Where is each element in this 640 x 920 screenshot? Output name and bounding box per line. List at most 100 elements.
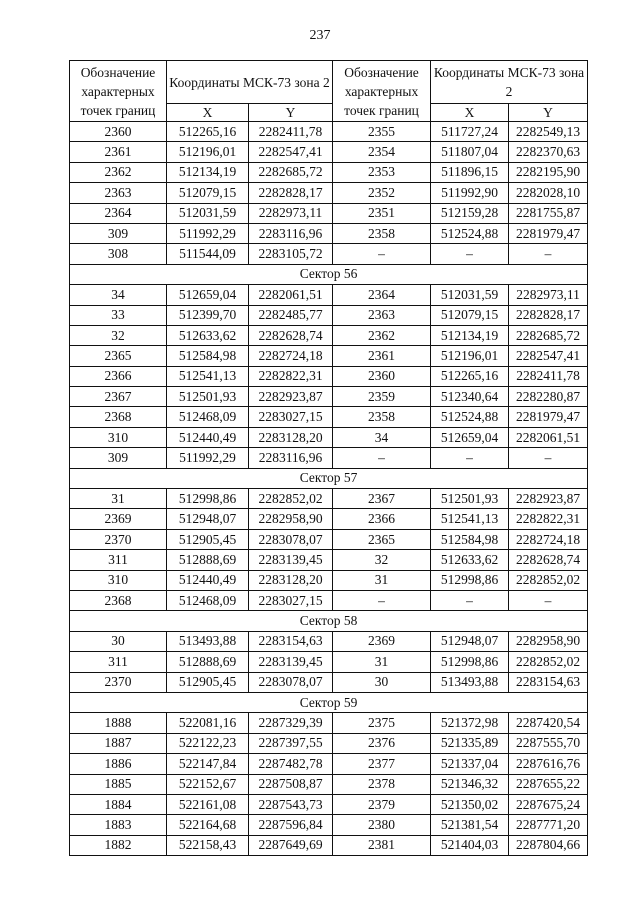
cell: – [508, 589, 589, 612]
cell: 522081,16 [166, 712, 249, 734]
sector-row: Сектор 59 [68, 691, 589, 714]
cell: 2355 [332, 120, 432, 143]
cell: 2283128,20 [247, 569, 334, 591]
sector-title: Сектор 59 [68, 691, 589, 714]
cell: 2287482,78 [247, 753, 334, 775]
cell: 2282370,63 [508, 141, 589, 163]
data-row: 1888 522081,16 2287329,39 2375 521372,98 2287… [69, 712, 589, 734]
cell: 512501,93 [430, 488, 510, 510]
data-row: 2366 512541,13 2282822,31 2360 512265,16 2282… [69, 365, 589, 388]
data-row: 33 512399,70 2282485,77 2363 512079,15 228282… [69, 304, 589, 326]
cell: 511992,90 [430, 182, 510, 204]
cell: 2281979,47 [508, 222, 589, 245]
cell: 512659,04 [430, 426, 510, 449]
cell: 521404,03 [430, 834, 510, 857]
data-row: 1884 522161,08 2287543,73 2379 521350,02 2287… [69, 793, 589, 816]
data-row: 311 512888,69 2283139,45 32 512633,62 2282628… [69, 549, 589, 571]
cell: 2283128,20 [247, 426, 334, 449]
header-cell: X [430, 103, 510, 122]
cell: 512948,07 [430, 630, 510, 653]
cell: 2378 [332, 773, 432, 795]
cell: 512079,15 [166, 182, 249, 204]
data-row: 2370 512905,45 2283078,07 30 513493,88 228315… [69, 671, 589, 693]
cell: 512998,86 [166, 488, 249, 510]
cell: 1885 [69, 773, 167, 795]
cell: 2283027,15 [247, 406, 334, 428]
cell: 2283105,72 [247, 243, 334, 265]
data-row: 34 512659,04 2282061,51 2364 512031,59 228297… [69, 284, 589, 306]
cell: 2281979,47 [508, 406, 589, 428]
header-cell: Обозначение характерных точек границ [332, 60, 432, 122]
cell: 2364 [332, 284, 432, 306]
cell: – [430, 243, 510, 265]
cell: – [332, 447, 432, 469]
cell: 511544,09 [166, 243, 249, 265]
sector-title: Сектор 56 [68, 263, 589, 286]
cell: 2282411,78 [508, 365, 589, 388]
cell: 310 [69, 426, 167, 449]
cell: 2365 [332, 528, 432, 551]
cell: 2287397,55 [247, 732, 334, 755]
coordinates-table: Обозначение характерных точек границ Коо… [68, 60, 589, 857]
cell: 2282547,41 [508, 345, 589, 367]
cell: 512196,01 [166, 141, 249, 163]
cell: – [508, 447, 589, 469]
data-row: 2370 512905,45 2283078,07 2365 512584,98 2282… [69, 528, 589, 551]
cell: 2370 [69, 671, 167, 693]
cell: 512524,88 [430, 406, 510, 428]
cell: 512440,49 [166, 569, 249, 591]
cell: 2379 [332, 793, 432, 816]
data-row: 30 513493,88 2283154,63 2369 512948,07 228295… [69, 630, 589, 653]
sector-title: Сектор 58 [68, 610, 589, 632]
cell: 31 [332, 651, 432, 673]
cell: 31 [332, 569, 432, 591]
cell: 521350,02 [430, 793, 510, 816]
cell: 2283139,45 [247, 549, 334, 571]
cell: 1888 [69, 712, 167, 734]
cell: 2282852,02 [508, 651, 589, 673]
cell: 511992,29 [166, 447, 249, 469]
data-row: 2362 512134,19 2282685,72 2353 511896,15 2282… [69, 161, 589, 184]
cell: 2282822,31 [247, 365, 334, 388]
cell: 522158,43 [166, 834, 249, 857]
cell: 1884 [69, 793, 167, 816]
cell: 522152,67 [166, 773, 249, 795]
header-row: X Y X Y [70, 103, 589, 122]
header-cell: Координаты МСК-73 зона 2 [165, 60, 334, 104]
cell: 1886 [69, 753, 167, 775]
cell: 2282685,72 [508, 324, 589, 347]
cell: 2282628,74 [247, 324, 334, 347]
cell: 2282549,13 [508, 120, 589, 143]
cell: 511896,15 [430, 161, 510, 184]
data-row: 1885 522152,67 2287508,87 2378 521346,32 2287… [69, 773, 589, 795]
cell: 30 [69, 630, 167, 653]
cell: 2364 [69, 202, 167, 224]
cell: 2282958,90 [508, 630, 589, 653]
data-row: 2368 512468,09 2283027,15 2358 512524,88 2281… [69, 406, 589, 428]
data-row: 309 511992,29 2283116,96 2358 512524,88 22819… [69, 222, 589, 245]
cell: 2360 [69, 120, 167, 143]
cell: 2283078,07 [247, 671, 334, 693]
cell: 512584,98 [430, 528, 510, 551]
cell: 32 [69, 324, 167, 347]
cell: 2352 [332, 182, 432, 204]
cell: 2282828,17 [247, 182, 334, 204]
cell: 2368 [69, 589, 167, 612]
cell: 309 [69, 222, 167, 245]
cell: 512159,28 [430, 202, 510, 224]
cell: 2377 [332, 753, 432, 775]
cell: 2282724,18 [247, 345, 334, 367]
data-row: 1886 522147,84 2287482,78 2377 521337,04 2287… [69, 753, 589, 775]
data-row: 308 511544,09 2283105,72– – – [69, 243, 589, 265]
cell: 512079,15 [430, 304, 510, 326]
cell: 512031,59 [166, 202, 249, 224]
cell: 2366 [332, 508, 432, 530]
cell: 2363 [332, 304, 432, 326]
cell: 511807,04 [430, 141, 510, 163]
cell: 2361 [332, 345, 432, 367]
data-row: 2364 512031,59 2282973,11 2351 512159,28 2281… [69, 202, 589, 224]
cell: 512541,13 [166, 365, 249, 388]
cell: 2287555,70 [508, 732, 589, 755]
cell: 2282028,10 [508, 182, 589, 204]
cell: 512501,93 [166, 386, 249, 408]
